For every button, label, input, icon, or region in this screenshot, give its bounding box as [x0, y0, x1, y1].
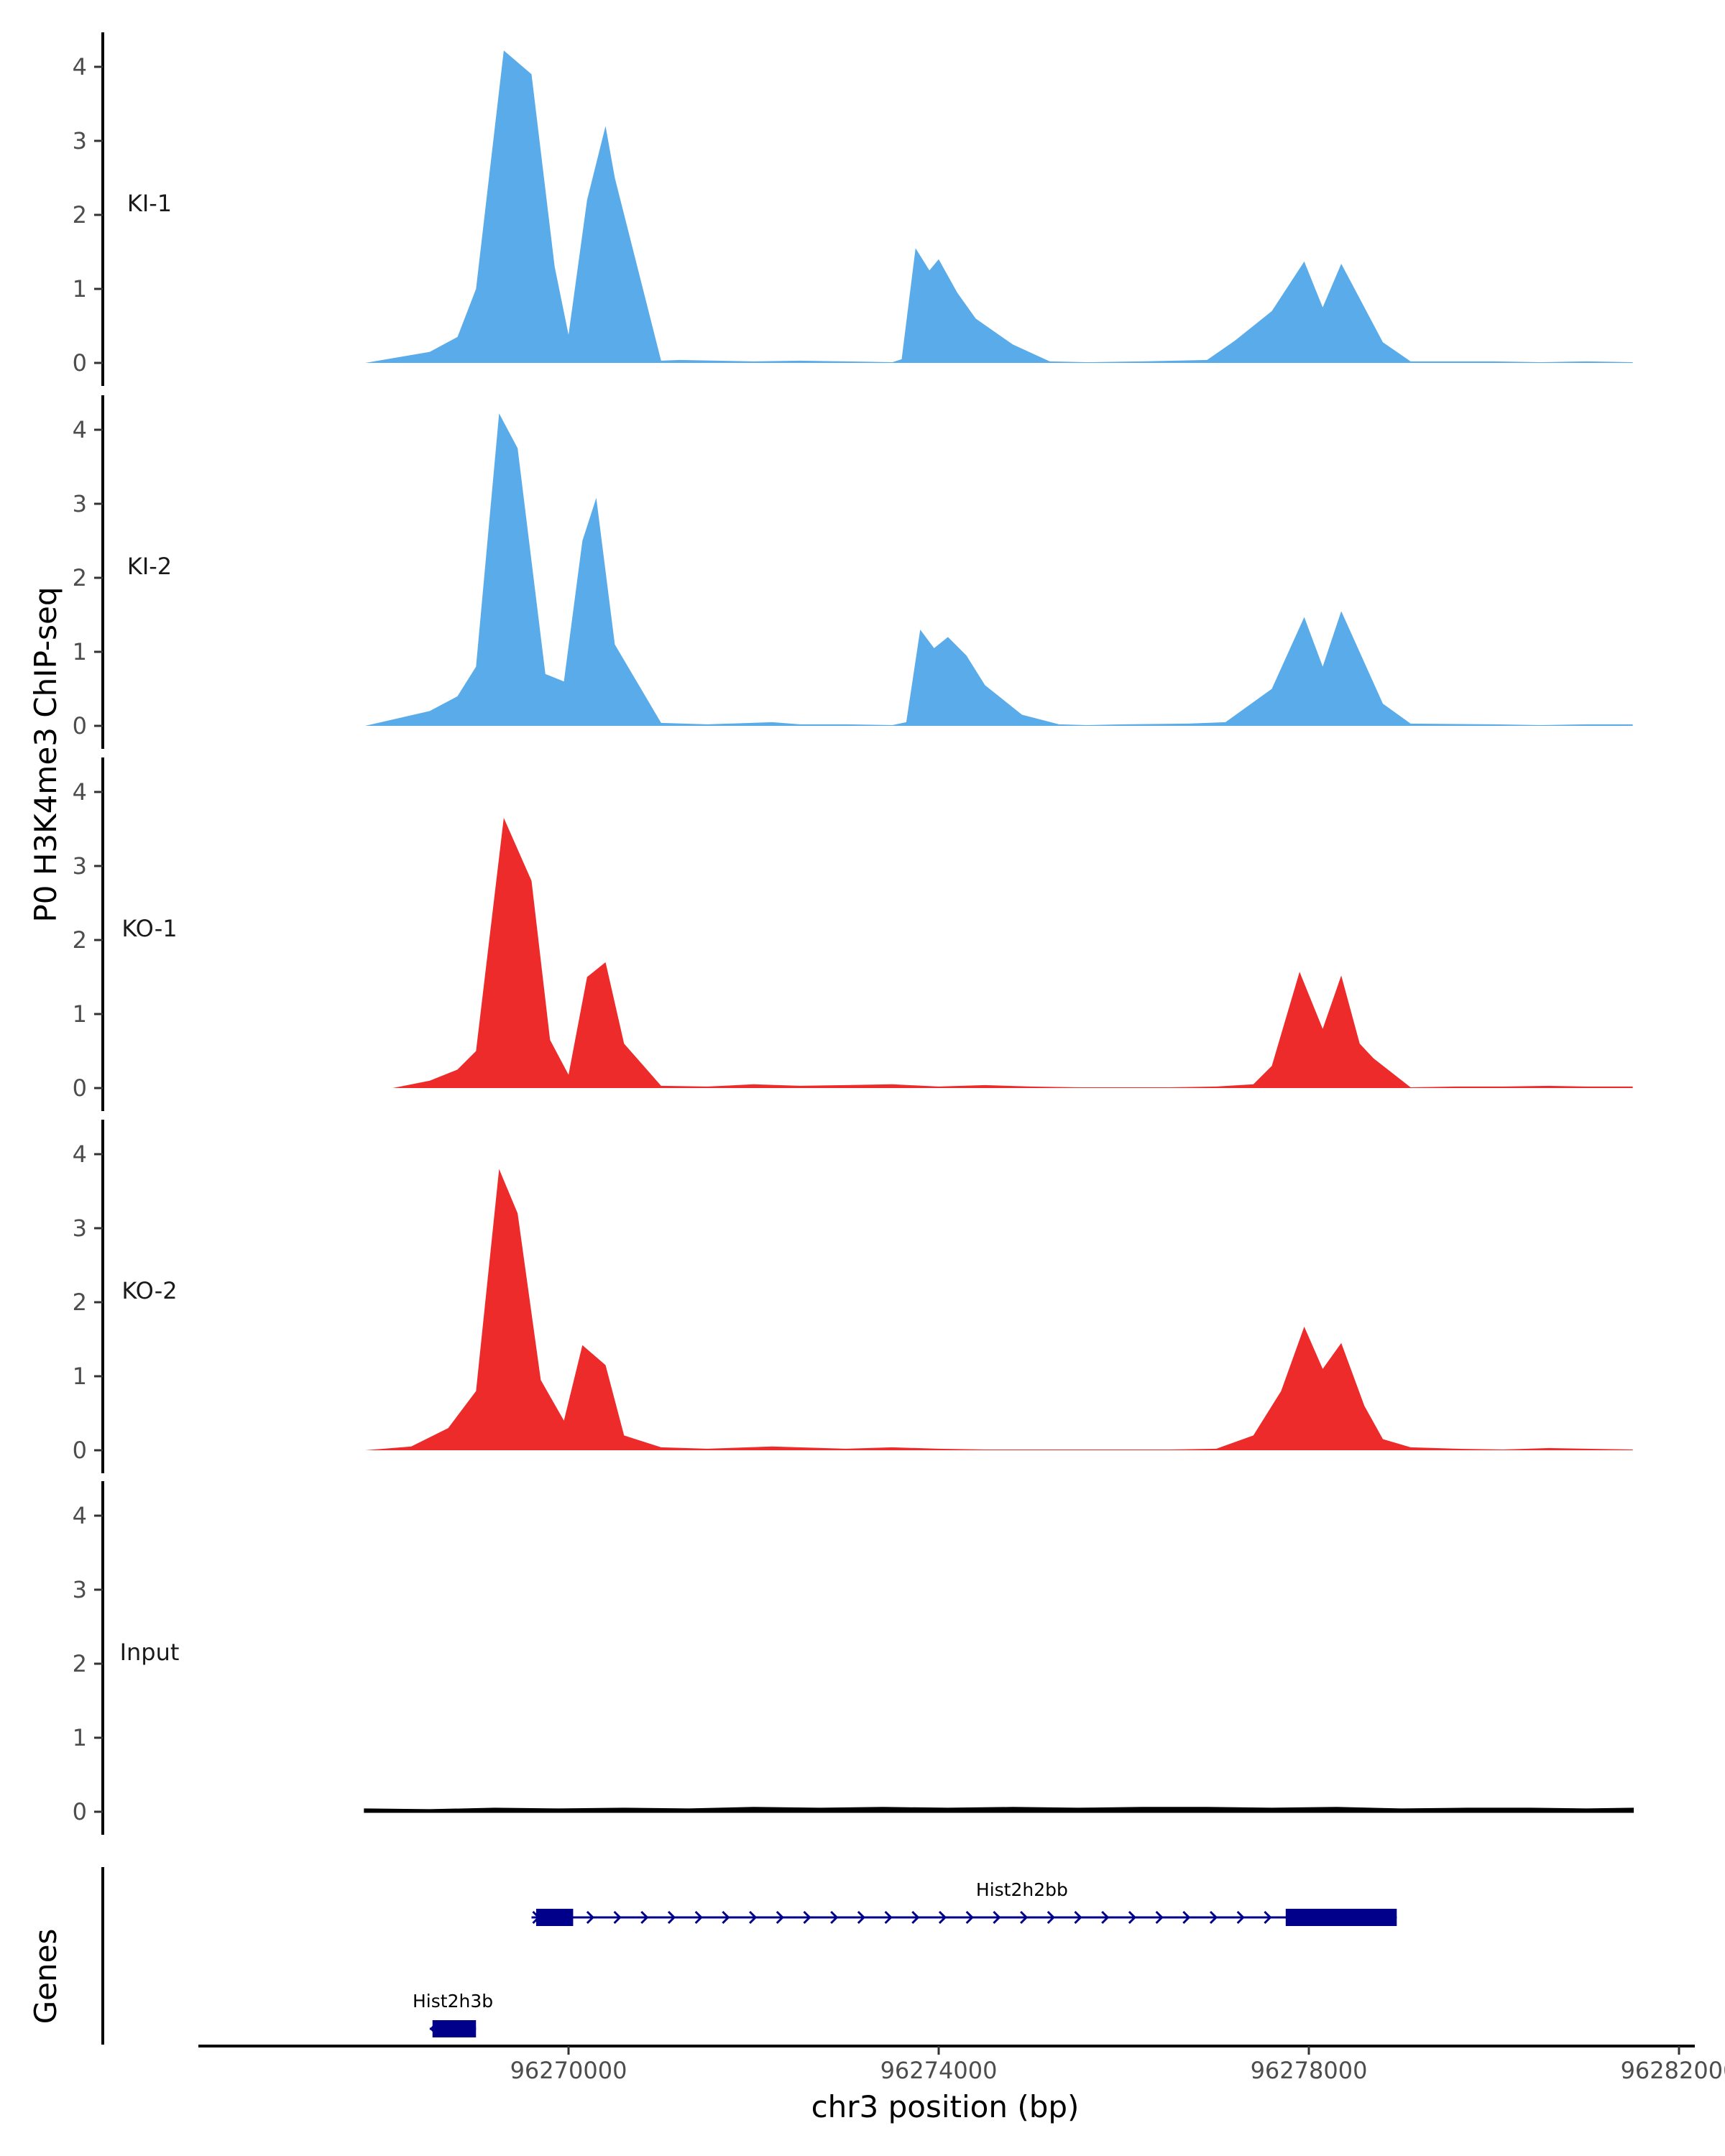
y-tick-label: 0: [73, 1074, 87, 1102]
strand-arrow-icon: [1046, 1910, 1055, 1925]
gene-exon: [432, 2020, 477, 2037]
y-tick-label: 2: [73, 564, 87, 591]
track-label: KI-1: [127, 190, 172, 217]
y-tick-label: 1: [73, 638, 87, 665]
strand-arrow-icon: [1209, 1910, 1218, 1925]
strand-arrow-icon: [1020, 1910, 1029, 1925]
y-tick-label: 3: [73, 852, 87, 880]
strand-arrow-icon: [694, 1910, 703, 1925]
strand-arrow-icon: [586, 1910, 595, 1925]
gene-label: Hist2h2bb: [976, 1879, 1068, 1900]
y-tick-label: 2: [73, 1650, 87, 1677]
y-tick-label: 4: [73, 53, 87, 80]
x-tick-label: 96282000: [1621, 2057, 1725, 2084]
y-tick-label: 2: [73, 1289, 87, 1316]
track-ko-2: 0 1 2 3 4 KO-2: [73, 1120, 1633, 1473]
track-ki-2: 0 1 2 3 4 KI-2: [73, 395, 1633, 749]
y-tick-label: 1: [73, 275, 87, 303]
strand-arrow-icon: [776, 1910, 784, 1925]
signal-area-ko-2: [364, 1169, 1633, 1450]
y-tick-label: 4: [73, 1141, 87, 1168]
genes-panel: Hist2h2bb Hist2h3b: [101, 1867, 1397, 2045]
track-label: KO-2: [121, 1277, 177, 1304]
strand-arrow-icon: [1236, 1910, 1245, 1925]
track-label: Input: [120, 1639, 180, 1666]
gene-exon: [535, 1909, 574, 1926]
strand-arrow-icon: [911, 1910, 920, 1925]
strand-arrow-icon: [938, 1910, 947, 1925]
y-tick-label: 4: [73, 778, 87, 806]
x-tick-label: 96274000: [880, 2057, 998, 2084]
strand-arrow-icon: [613, 1910, 622, 1925]
strand-arrow-icon: [1128, 1910, 1137, 1925]
y-tick-label: 3: [73, 1215, 87, 1242]
y-tick-label: 2: [73, 926, 87, 954]
track-label: KI-2: [127, 553, 172, 580]
strand-arrow-icon: [1155, 1910, 1164, 1925]
y-tick-label: 0: [73, 712, 87, 740]
strand-arrow-icon: [640, 1910, 649, 1925]
strand-arrow-icon: [1101, 1910, 1110, 1925]
y-tick-label: 1: [73, 1724, 87, 1751]
track-label: KO-1: [121, 915, 177, 942]
strand-arrow-icon: [884, 1910, 893, 1925]
signal-area-ko-1: [392, 818, 1633, 1088]
strand-arrow-icon: [749, 1910, 758, 1925]
track-ki-1: 0 1 2 3 4 KI-1: [73, 32, 1633, 386]
y-tick-label: 1: [73, 1363, 87, 1390]
y-tick-label: 0: [73, 349, 87, 377]
signal-area-ki-2: [364, 413, 1633, 726]
x-axis: 96270000 96274000 96278000 96282000: [198, 2045, 1725, 2084]
y-axis-title: P0 H3K4me3 ChIP-seq: [28, 586, 63, 922]
strand-arrow-icon: [965, 1910, 974, 1925]
strand-arrow-icon: [993, 1910, 1001, 1925]
genes-axis-title: Genes: [28, 1929, 63, 2024]
y-tick-label: 3: [73, 490, 87, 517]
x-tick-label: 96278000: [1251, 2057, 1368, 2084]
x-tick-label: 96270000: [510, 2057, 627, 2084]
signal-area-input: [364, 1807, 1634, 1813]
strand-arrow-icon: [803, 1910, 811, 1925]
strand-arrow-icon: [857, 1910, 866, 1925]
x-axis-title: chr3 position (bp): [811, 2089, 1080, 2124]
strand-arrow-icon: [667, 1910, 676, 1925]
track-input: 0 1 2 3 4 Input: [73, 1481, 1634, 1835]
strand-arrow-icon: [830, 1910, 839, 1925]
y-tick-label: 3: [73, 127, 87, 155]
gene-hist2h3b: Hist2h3b: [413, 1991, 493, 2037]
gene-hist2h2bb: Hist2h2bb: [531, 1879, 1397, 1926]
y-tick-label: 2: [73, 201, 87, 229]
gene-label: Hist2h3b: [413, 1991, 493, 2012]
strand-arrow-icon: [1182, 1910, 1191, 1925]
y-tick-label: 1: [73, 1000, 87, 1028]
gene-exon: [1285, 1909, 1397, 1926]
y-tick-label: 3: [73, 1576, 87, 1603]
y-tick-label: 0: [73, 1437, 87, 1464]
track-ko-1: 0 1 2 3 4 KO-1: [73, 757, 1633, 1111]
strand-arrow-icon: [1074, 1910, 1082, 1925]
strand-arrow-icon: [722, 1910, 730, 1925]
track-panels: 0 1 2 3 4 KI-1 0 1 2 3 4 KI-2 0 1 2 3 4 KO-1 0 1 2 3 4 KO-2 0 1 2 3…: [73, 32, 1634, 1835]
strand-arrow-icon: [1264, 1910, 1272, 1925]
y-tick-label: 0: [73, 1798, 87, 1825]
y-tick-label: 4: [73, 1502, 87, 1529]
y-tick-label: 4: [73, 416, 87, 443]
signal-area-ki-1: [364, 50, 1633, 364]
